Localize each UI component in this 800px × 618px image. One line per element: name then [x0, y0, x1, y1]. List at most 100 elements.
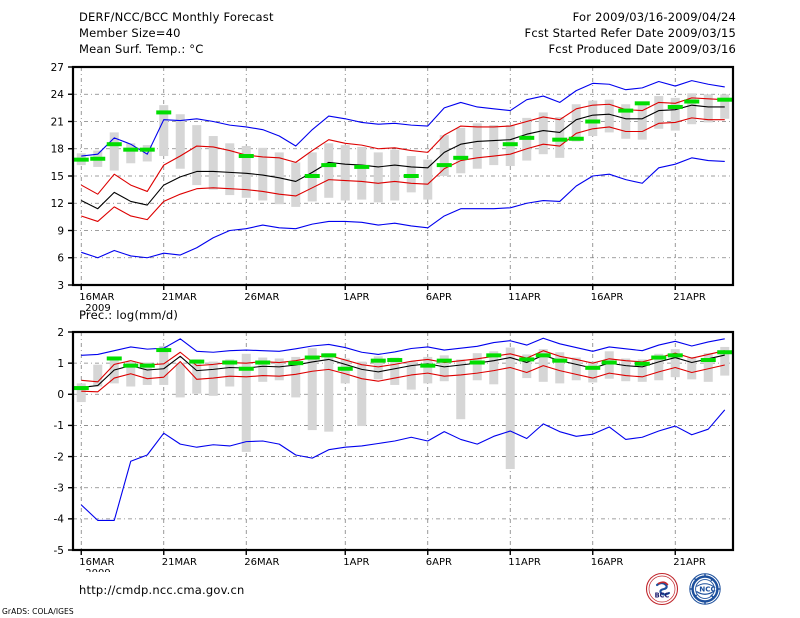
- x-tick-label: 1APR: [343, 557, 369, 568]
- range-bar: [76, 383, 86, 403]
- observed-marker: [189, 359, 205, 364]
- y-tick-label: 27: [51, 62, 64, 74]
- range-bar: [637, 105, 647, 140]
- observed-marker: [436, 163, 452, 168]
- observed-marker: [568, 136, 584, 141]
- range-bar: [390, 357, 400, 385]
- svg-text:NCC: NCC: [699, 584, 716, 593]
- range-bar: [192, 359, 202, 394]
- range-bar: [340, 358, 350, 384]
- range-bar: [93, 364, 103, 387]
- series-line: [81, 117, 725, 222]
- observed-marker: [337, 366, 353, 371]
- x-tick-label: 6APR: [426, 292, 452, 303]
- observed-marker: [684, 99, 700, 104]
- range-bar: [472, 123, 482, 169]
- observed-marker: [106, 142, 122, 147]
- x-tick-label: 11APR: [508, 557, 541, 568]
- observed-marker: [667, 353, 683, 358]
- precipitation-chart: -5 -4 -3 -2 -1 0 1 2 16MAR 21MAR 26MAR 1APR 6APR 11AP…: [0, 322, 800, 572]
- range-bar: [489, 125, 499, 166]
- y-tick-label: 12: [51, 198, 64, 210]
- footer-url[interactable]: http://cmdp.ncc.cma.gov.cn: [79, 583, 245, 597]
- observed-marker: [288, 361, 304, 366]
- observed-marker: [535, 353, 551, 358]
- observed-marker: [370, 358, 386, 363]
- range-bar: [307, 348, 317, 431]
- range-bar: [241, 146, 251, 198]
- temperature-chart: 3 6 9 12 15 18 21 24 27 16MAR 21MAR 26MAR 1APR 6APR 11…: [0, 55, 800, 320]
- series-line: [81, 157, 725, 259]
- observed-marker: [585, 119, 601, 124]
- range-bar: [439, 355, 449, 382]
- observed-marker: [717, 97, 733, 102]
- y-tick-label: 6: [57, 253, 64, 265]
- range-bar: [291, 162, 301, 207]
- range-bar: [423, 159, 433, 200]
- observed-marker: [156, 348, 172, 353]
- range-bar: [571, 357, 581, 381]
- x-tick-label: 11APR: [508, 292, 541, 303]
- range-bar: [274, 358, 284, 381]
- range-bar: [373, 356, 383, 380]
- y-tick-label: 21: [51, 116, 64, 128]
- y-tick-label: 2: [57, 327, 64, 339]
- observed-marker: [519, 357, 535, 362]
- observed-marker: [238, 154, 254, 159]
- series-line: [81, 104, 725, 210]
- observed-marker: [469, 360, 485, 365]
- range-bar: [456, 359, 466, 420]
- observed-marker: [139, 147, 155, 152]
- x-tick-label: 16APR: [591, 557, 624, 568]
- observed-marker: [106, 356, 122, 361]
- range-bar: [621, 104, 631, 139]
- y-tick-label: -5: [54, 545, 64, 557]
- range-bar: [109, 132, 119, 171]
- series-line: [81, 80, 725, 157]
- observed-marker: [700, 358, 716, 363]
- observed-marker: [387, 358, 403, 363]
- range-bar: [456, 127, 466, 174]
- grads-credit: GrADS: COLA/IGES: [2, 607, 74, 616]
- y-tick-label: -2: [54, 451, 64, 463]
- observed-marker: [634, 361, 650, 366]
- observed-marker: [304, 355, 320, 360]
- range-bar: [324, 353, 334, 432]
- range-bar: [555, 116, 565, 158]
- observed-marker: [73, 157, 89, 162]
- x-tick-label: 16MAR: [79, 292, 114, 303]
- observed-marker: [552, 137, 568, 142]
- observed-marker: [453, 155, 469, 160]
- range-bar: [192, 125, 202, 186]
- range-bar: [324, 143, 334, 198]
- range-bar: [423, 356, 433, 384]
- svg-temperature-plot: 3 6 9 12 15 18 21 24 27 16MAR 21MAR 26MAR 1APR 6APR 11…: [51, 62, 735, 314]
- range-bar: [588, 100, 598, 137]
- range-bar: [621, 358, 631, 382]
- observed-marker: [255, 360, 271, 365]
- series-line: [81, 350, 725, 383]
- header-member-size: Member Size=40: [79, 26, 181, 40]
- header-variable-label: Mean Surf. Temp.: °C: [79, 42, 204, 56]
- y-tick-label: -3: [54, 483, 64, 495]
- y-tick-label: -1: [54, 420, 64, 432]
- x-tick-label: 16MAR: [79, 557, 114, 568]
- range-bar: [406, 361, 416, 390]
- range-bar: [687, 356, 697, 380]
- range-bar: [687, 93, 697, 125]
- x-tick-label: 1APR: [343, 292, 369, 303]
- range-bar: [720, 346, 730, 376]
- x-tick-label: 21MAR: [162, 292, 197, 303]
- range-bar: [357, 146, 367, 200]
- range-bar: [241, 353, 251, 452]
- x-tick-label: 21APR: [673, 292, 706, 303]
- range-bar: [142, 362, 152, 385]
- x-axis-year-label: 2009: [85, 303, 110, 314]
- observed-marker: [667, 104, 683, 109]
- observed-marker: [552, 358, 568, 363]
- range-bar: [489, 351, 499, 385]
- observed-marker: [717, 350, 733, 355]
- range-bar: [670, 349, 680, 378]
- range-bar: [390, 149, 400, 201]
- y-tick-label: 24: [51, 89, 65, 101]
